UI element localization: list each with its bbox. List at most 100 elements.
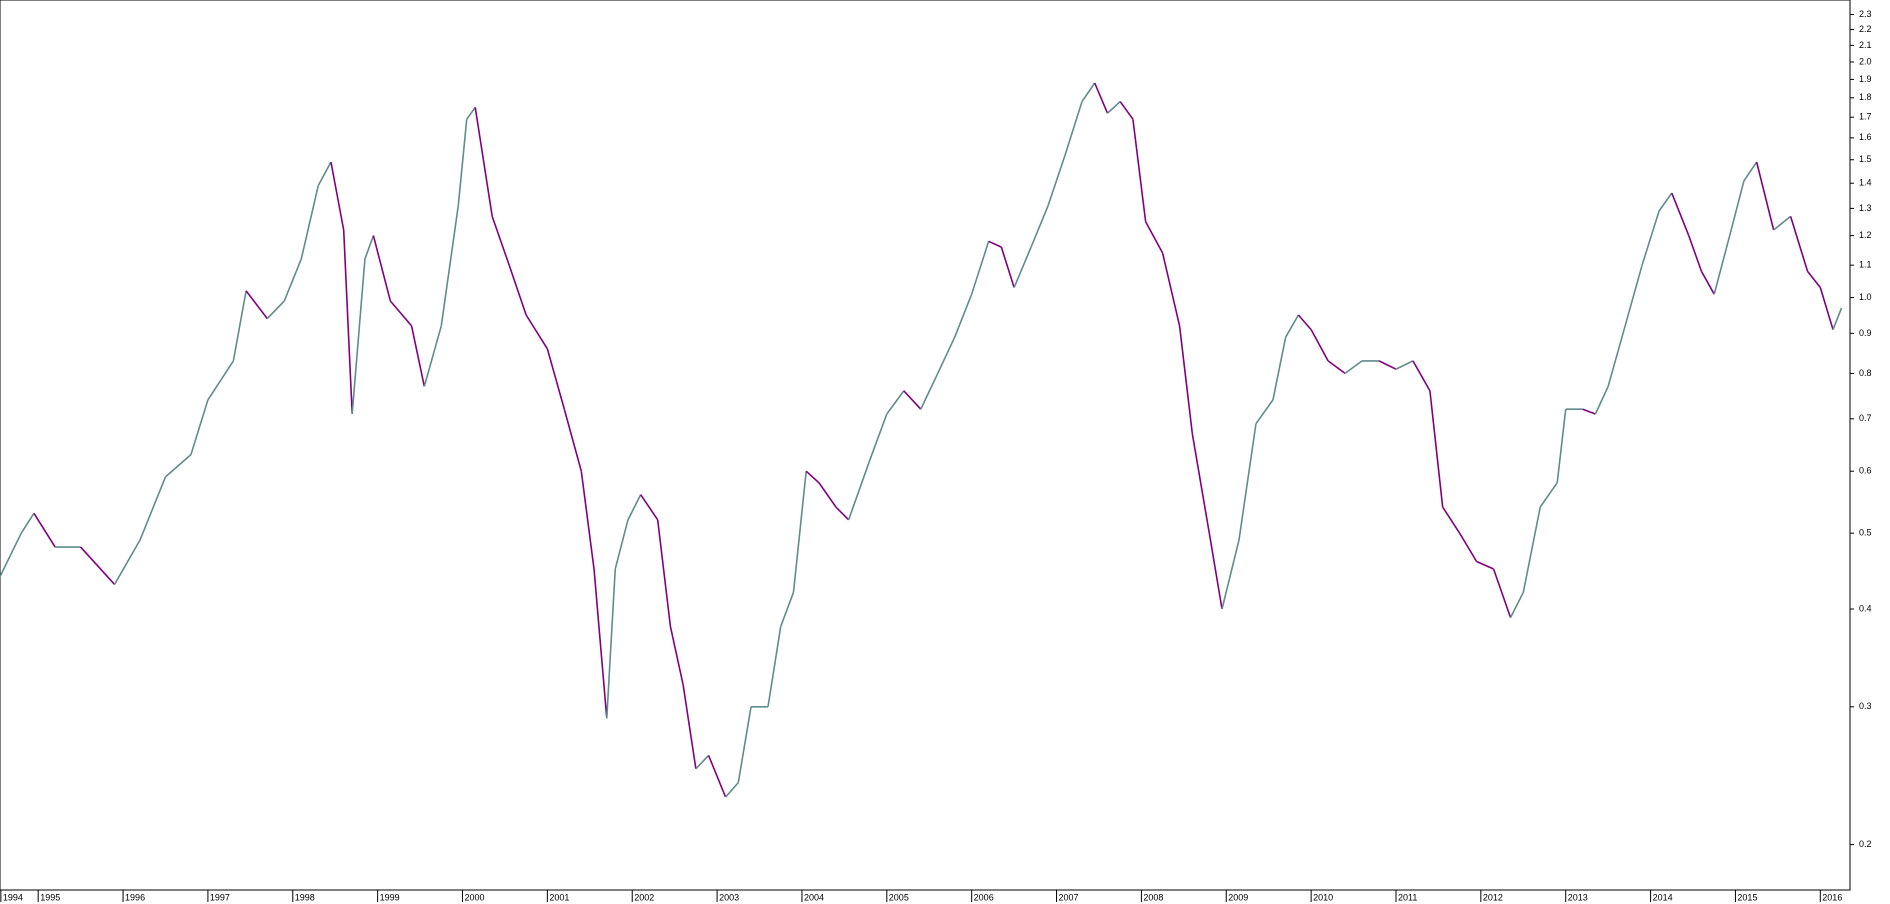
line-segment bbox=[1806, 270, 1821, 289]
line-segment bbox=[1458, 532, 1478, 562]
line-segment bbox=[351, 258, 366, 415]
line-segment bbox=[1221, 539, 1240, 610]
x-tick-label: 2006 bbox=[974, 892, 994, 902]
line-segment bbox=[1713, 229, 1732, 295]
line-segment bbox=[1238, 423, 1257, 541]
line-segment bbox=[1607, 325, 1626, 387]
y-tick-label: 0.9 bbox=[1859, 328, 1872, 338]
line-segment bbox=[164, 454, 192, 478]
y-tick-label: 0.5 bbox=[1859, 528, 1872, 538]
y-tick-label: 2.3 bbox=[1859, 9, 1872, 19]
line-segment bbox=[1539, 482, 1558, 508]
line-segment bbox=[1327, 360, 1346, 375]
x-tick-label: 2013 bbox=[1568, 892, 1588, 902]
line-segment bbox=[1178, 325, 1194, 434]
line-segment bbox=[818, 482, 837, 508]
y-tick-label: 1.2 bbox=[1859, 230, 1872, 240]
line-segment bbox=[656, 519, 672, 627]
x-tick-label: 2012 bbox=[1483, 892, 1503, 902]
line-segment bbox=[1272, 337, 1287, 401]
line-segment bbox=[283, 258, 303, 302]
line-segment bbox=[903, 390, 922, 410]
line-segment bbox=[389, 300, 413, 327]
line-segment bbox=[640, 494, 659, 521]
line-segment bbox=[669, 626, 684, 686]
line-segment bbox=[593, 568, 608, 719]
line-segment bbox=[605, 568, 617, 719]
line-segment bbox=[1582, 408, 1596, 415]
line-segment bbox=[1832, 307, 1843, 330]
line-segment bbox=[953, 293, 973, 338]
x-tick-label: 2002 bbox=[634, 892, 654, 902]
x-tick-label: 2004 bbox=[804, 892, 824, 902]
x-tick-label: 2015 bbox=[1737, 892, 1757, 902]
line-segment bbox=[1132, 119, 1147, 222]
line-segment bbox=[0, 532, 22, 577]
line-segment bbox=[317, 161, 332, 187]
line-segment bbox=[245, 290, 268, 320]
line-segment bbox=[1556, 409, 1567, 483]
line-segment bbox=[792, 471, 807, 593]
x-tick-label: 2016 bbox=[1822, 892, 1842, 902]
line-segment bbox=[1093, 82, 1109, 114]
line-segment bbox=[1671, 192, 1690, 236]
y-tick-label: 0.3 bbox=[1859, 701, 1872, 711]
y-tick-label: 1.0 bbox=[1859, 292, 1872, 302]
line-segment bbox=[33, 512, 56, 548]
x-tick-label: 1994 bbox=[3, 892, 23, 902]
x-tick-label: 2014 bbox=[1653, 892, 1673, 902]
line-segment bbox=[330, 161, 345, 231]
line-segment bbox=[1429, 390, 1444, 508]
line-segment bbox=[491, 216, 510, 266]
line-segment bbox=[364, 235, 375, 260]
line-segment bbox=[1624, 264, 1643, 327]
y-tick-label: 0.7 bbox=[1859, 413, 1872, 423]
line-segment bbox=[1773, 215, 1792, 231]
line-segment bbox=[1594, 386, 1609, 415]
line-segment bbox=[614, 519, 629, 570]
x-tick-label: 2008 bbox=[1143, 892, 1163, 902]
line-segment bbox=[1161, 252, 1181, 327]
line-segment bbox=[342, 229, 353, 415]
x-tick-label: 1996 bbox=[125, 892, 145, 902]
line-segment bbox=[737, 706, 752, 783]
line-segment bbox=[988, 240, 1002, 248]
x-tick-label: 2007 bbox=[1059, 892, 1079, 902]
line-segment bbox=[190, 399, 209, 455]
line-segment bbox=[920, 373, 939, 410]
line-segment bbox=[410, 325, 426, 387]
line-segment bbox=[300, 185, 320, 260]
line-segment bbox=[937, 336, 956, 374]
line-segment bbox=[474, 107, 493, 217]
line-segment bbox=[1144, 221, 1164, 254]
line-segment bbox=[1081, 82, 1096, 103]
line-segment bbox=[440, 205, 460, 327]
line-segment bbox=[1730, 180, 1745, 231]
line-segment bbox=[466, 106, 476, 120]
line-segment bbox=[682, 684, 697, 769]
line-segment bbox=[1013, 246, 1032, 288]
y-tick-label: 1.3 bbox=[1859, 203, 1872, 213]
y-tick-label: 0.2 bbox=[1859, 839, 1872, 849]
x-tick-label: 2001 bbox=[549, 892, 569, 902]
line-segment bbox=[1030, 205, 1049, 248]
line-segment bbox=[835, 506, 850, 521]
line-segment bbox=[508, 264, 527, 316]
line-segment bbox=[20, 512, 35, 534]
line-segment bbox=[1310, 329, 1329, 362]
line-segment bbox=[1743, 161, 1758, 182]
line-segment bbox=[1208, 533, 1223, 610]
line-segment bbox=[1412, 360, 1431, 392]
y-tick-label: 0.8 bbox=[1859, 368, 1872, 378]
line-segment bbox=[1658, 192, 1673, 212]
line-segment bbox=[1509, 592, 1524, 618]
line-segment bbox=[1284, 314, 1300, 338]
line-segment bbox=[457, 119, 468, 206]
line-segment bbox=[1700, 271, 1715, 295]
line-segment bbox=[1476, 560, 1494, 570]
line-segment bbox=[113, 539, 141, 585]
x-tick-label: 1997 bbox=[210, 892, 230, 902]
line-segment bbox=[1344, 360, 1363, 375]
line-segment bbox=[724, 782, 739, 798]
